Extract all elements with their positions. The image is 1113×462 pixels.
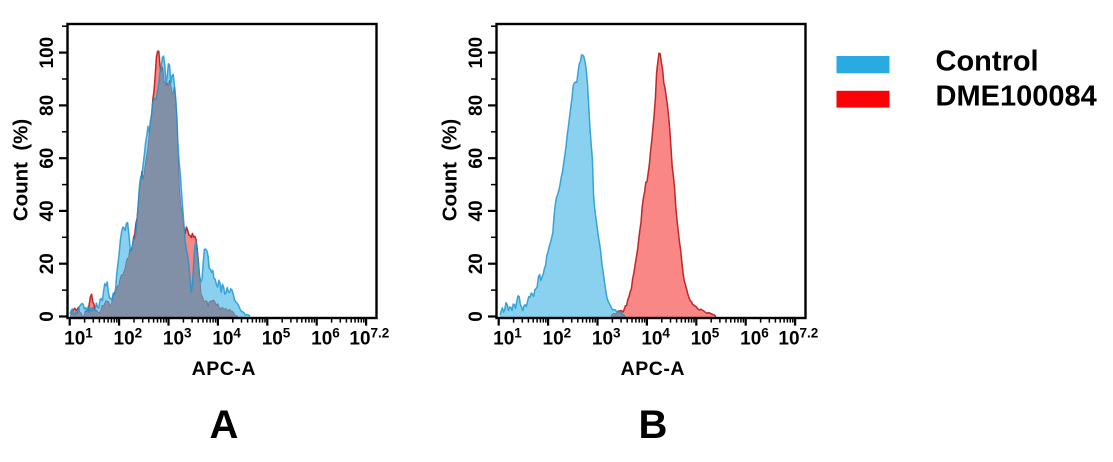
svg-text:10: 10 — [114, 329, 135, 350]
svg-text:10: 10 — [691, 329, 712, 350]
svg-text:10: 10 — [64, 329, 85, 350]
svg-text:10: 10 — [543, 329, 564, 350]
svg-text:A: A — [210, 403, 239, 447]
svg-text:B: B — [639, 403, 668, 447]
svg-text:7.2: 7.2 — [371, 326, 390, 341]
svg-text:DME100084: DME100084 — [936, 81, 1097, 113]
svg-text:10: 10 — [349, 329, 370, 350]
svg-text:80: 80 — [466, 95, 487, 116]
svg-text:10: 10 — [212, 329, 233, 350]
svg-text:0: 0 — [37, 311, 58, 322]
svg-text:2: 2 — [135, 326, 143, 341]
svg-text:100: 100 — [37, 37, 58, 69]
svg-text:3: 3 — [184, 326, 192, 341]
svg-text:10: 10 — [311, 329, 332, 350]
svg-text:Control: Control — [936, 46, 1039, 78]
svg-text:2: 2 — [564, 326, 572, 341]
svg-text:60: 60 — [466, 148, 487, 169]
svg-text:APC-A: APC-A — [192, 358, 256, 380]
svg-text:20: 20 — [466, 253, 487, 274]
svg-text:60: 60 — [37, 148, 58, 169]
svg-text:3: 3 — [613, 326, 621, 341]
svg-text:1: 1 — [85, 326, 93, 341]
svg-text:100: 100 — [466, 37, 487, 69]
svg-text:5: 5 — [712, 326, 720, 341]
svg-text:20: 20 — [37, 253, 58, 274]
svg-text:7.2: 7.2 — [800, 326, 819, 341]
svg-text:6: 6 — [761, 326, 769, 341]
svg-text:Count (%): Count (%) — [439, 119, 462, 221]
svg-text:10: 10 — [163, 329, 184, 350]
svg-text:10: 10 — [592, 329, 613, 350]
svg-text:10: 10 — [493, 329, 514, 350]
svg-text:6: 6 — [332, 326, 340, 341]
svg-text:0: 0 — [466, 311, 487, 322]
svg-text:5: 5 — [283, 326, 291, 341]
svg-text:80: 80 — [37, 95, 58, 116]
svg-text:4: 4 — [233, 326, 241, 341]
svg-text:40: 40 — [37, 200, 58, 221]
svg-text:10: 10 — [262, 329, 283, 350]
svg-text:10: 10 — [641, 329, 662, 350]
svg-text:10: 10 — [740, 329, 761, 350]
svg-text:APC-A: APC-A — [621, 358, 685, 380]
svg-text:10: 10 — [778, 329, 799, 350]
svg-text:1: 1 — [514, 326, 522, 341]
svg-text:Count (%): Count (%) — [10, 119, 33, 221]
svg-text:40: 40 — [466, 200, 487, 221]
svg-text:4: 4 — [662, 326, 670, 341]
